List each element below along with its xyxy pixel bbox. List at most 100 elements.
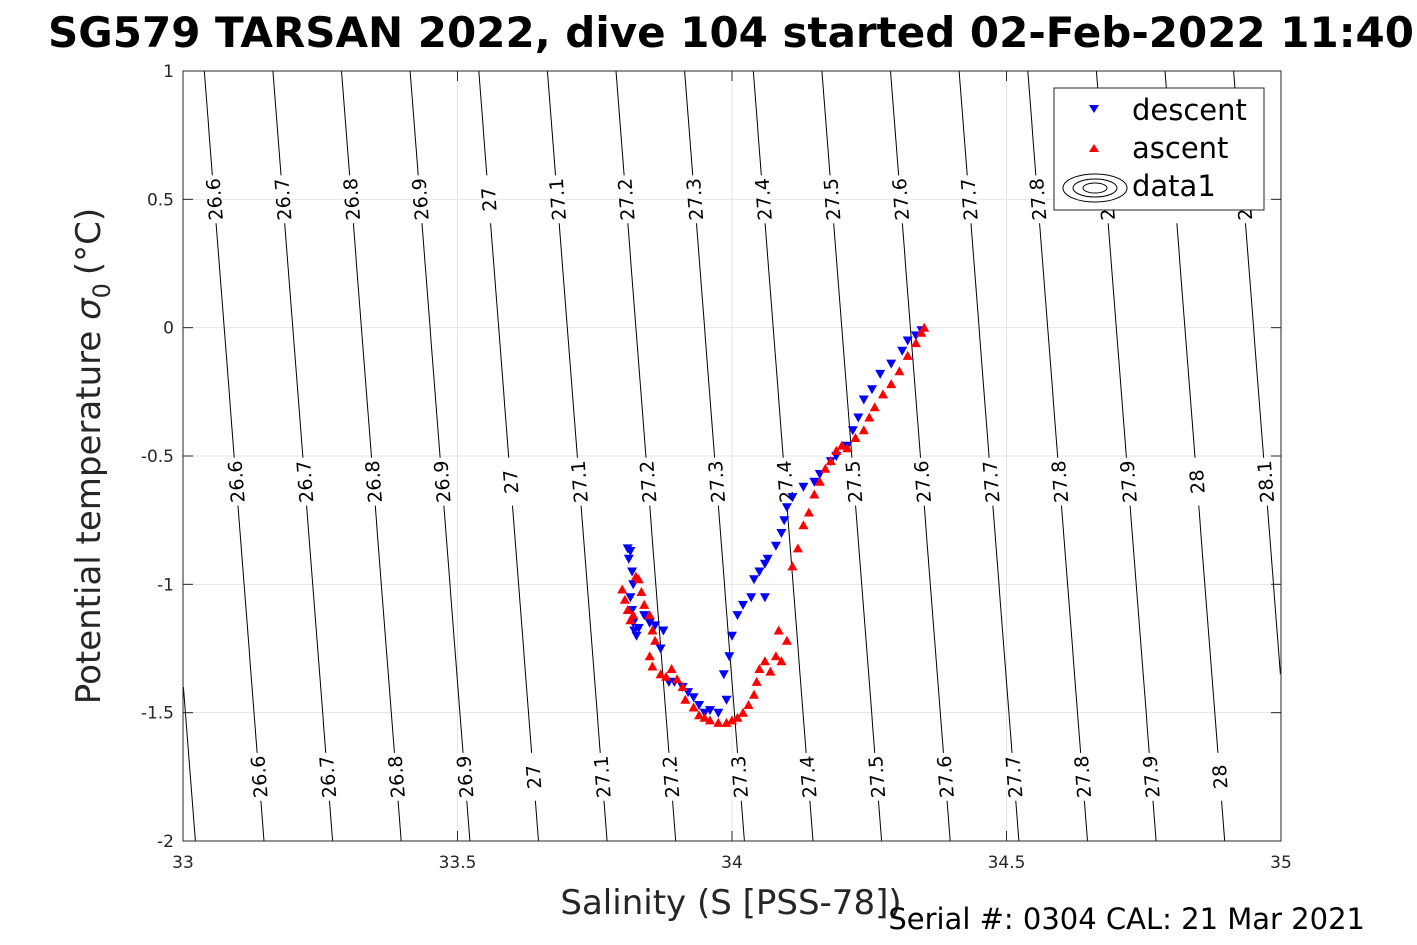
descent-point (639, 611, 650, 621)
ascent-point (743, 700, 754, 709)
ascent-point (628, 610, 639, 620)
x-tick-label: 33 (172, 853, 194, 873)
contour-label: 27.1 (591, 755, 616, 799)
contour-label-gap (294, 457, 315, 507)
ascent-point (798, 520, 809, 530)
contour-label-gap (890, 174, 911, 224)
contour-label: 26.8 (362, 460, 387, 504)
y-axis-label-unit: (°C) (69, 208, 109, 275)
descent-point (787, 493, 798, 503)
contour-label: 27.9 (1117, 460, 1142, 504)
contour-label: 27.7 (958, 177, 983, 221)
contour-label: 27.6 (934, 755, 959, 799)
contour-label-gap (569, 457, 590, 507)
ascent-point (765, 666, 776, 676)
contour-label: 27.3 (683, 177, 708, 221)
contour-label: 26.7 (293, 460, 318, 504)
data-points (617, 322, 930, 727)
contour-label-gap (273, 174, 293, 224)
contour-label-gap (959, 174, 979, 224)
contour-label-gap (500, 457, 521, 507)
y-tick-label: 0.5 (147, 190, 174, 210)
x-tick-label: 34 (721, 853, 743, 873)
ascent-point (803, 507, 814, 517)
descent-point (705, 706, 715, 716)
contour-label: 27.5 (842, 460, 867, 504)
legend-ascent-label: ascent (1132, 131, 1228, 165)
ascent-point (894, 366, 905, 376)
ascent-point (910, 338, 921, 348)
contour-label: 26.9 (453, 755, 478, 799)
x-tick-label: 33.5 (439, 853, 477, 873)
contour-label-gap (341, 174, 362, 224)
descent-point (809, 477, 820, 487)
contour-label: 26.8 (340, 177, 365, 221)
descent-point (633, 624, 644, 633)
contour-label: 27.3 (728, 755, 753, 799)
descent-point (875, 369, 886, 379)
contour-label-gap (1004, 752, 1024, 802)
contour-label-gap (455, 752, 475, 802)
y-axis-label-symbol: σ (69, 297, 109, 320)
contour-label-gap (1049, 457, 1070, 507)
contour-label-gap (1027, 174, 1048, 224)
descent-point (644, 618, 655, 628)
descent-point (847, 426, 858, 436)
ascent-point (809, 489, 820, 499)
contour-label-gap (753, 174, 774, 224)
descent-point (650, 621, 661, 631)
ascent-point (749, 689, 759, 699)
x-tick-label: 34.5 (988, 853, 1026, 873)
ascent-point (694, 710, 705, 720)
contour-label: 28 (1186, 469, 1210, 495)
descent-point (718, 670, 729, 680)
ascent-point (713, 717, 724, 727)
ascent-point (650, 635, 661, 645)
contour-label-gap (249, 752, 269, 802)
contour-label-gap (1118, 457, 1139, 507)
descent-point (688, 693, 699, 703)
contour-label: 27.2 (636, 460, 661, 504)
ascent-point (677, 682, 688, 691)
ascent-point (738, 707, 748, 717)
contour-label-gap (204, 174, 225, 224)
contour-label: 27.9 (1140, 755, 1165, 799)
ascent-point (773, 625, 784, 635)
contour-label-gap (866, 752, 887, 802)
ascent-point (787, 561, 798, 571)
contour-label: 27.1 (546, 177, 571, 221)
contour-label: 27.6 (889, 177, 914, 221)
legend: descent ascent data1 (1053, 87, 1265, 211)
ascent-point (636, 587, 647, 596)
legend-box (1053, 87, 1265, 211)
contour-label-gap (226, 457, 246, 507)
ascent-point (886, 379, 897, 389)
ascent-point (672, 674, 683, 684)
y-tick-label: -1 (157, 575, 174, 595)
contour-label: 26.6 (247, 755, 272, 799)
contour-label-gap (1209, 752, 1230, 802)
descent-point (754, 567, 765, 577)
ascent-point (688, 702, 699, 712)
ascent-point (680, 694, 691, 704)
ascent-point (842, 443, 853, 453)
contour-label-gap (432, 457, 452, 507)
contour-label-gap (1187, 457, 1207, 507)
descent-point (762, 554, 773, 564)
descent-point (625, 547, 636, 556)
ascent-point (776, 656, 787, 666)
ascent-point (864, 412, 875, 422)
contour-label-gap (981, 457, 1001, 507)
contour-label: 26.7 (271, 177, 296, 221)
contour-label-gap (1141, 752, 1161, 802)
descent-point (759, 593, 770, 603)
ascent-point (919, 322, 930, 332)
ascent-point (721, 717, 732, 727)
descent-point (798, 482, 809, 492)
legend-ascent-marker (1089, 144, 1099, 152)
descent-point (738, 600, 748, 610)
contour-label: 27.5 (820, 177, 845, 221)
ascent-point (770, 651, 781, 661)
x-tick-label: 35 (1270, 853, 1292, 873)
descent-point (658, 626, 669, 636)
